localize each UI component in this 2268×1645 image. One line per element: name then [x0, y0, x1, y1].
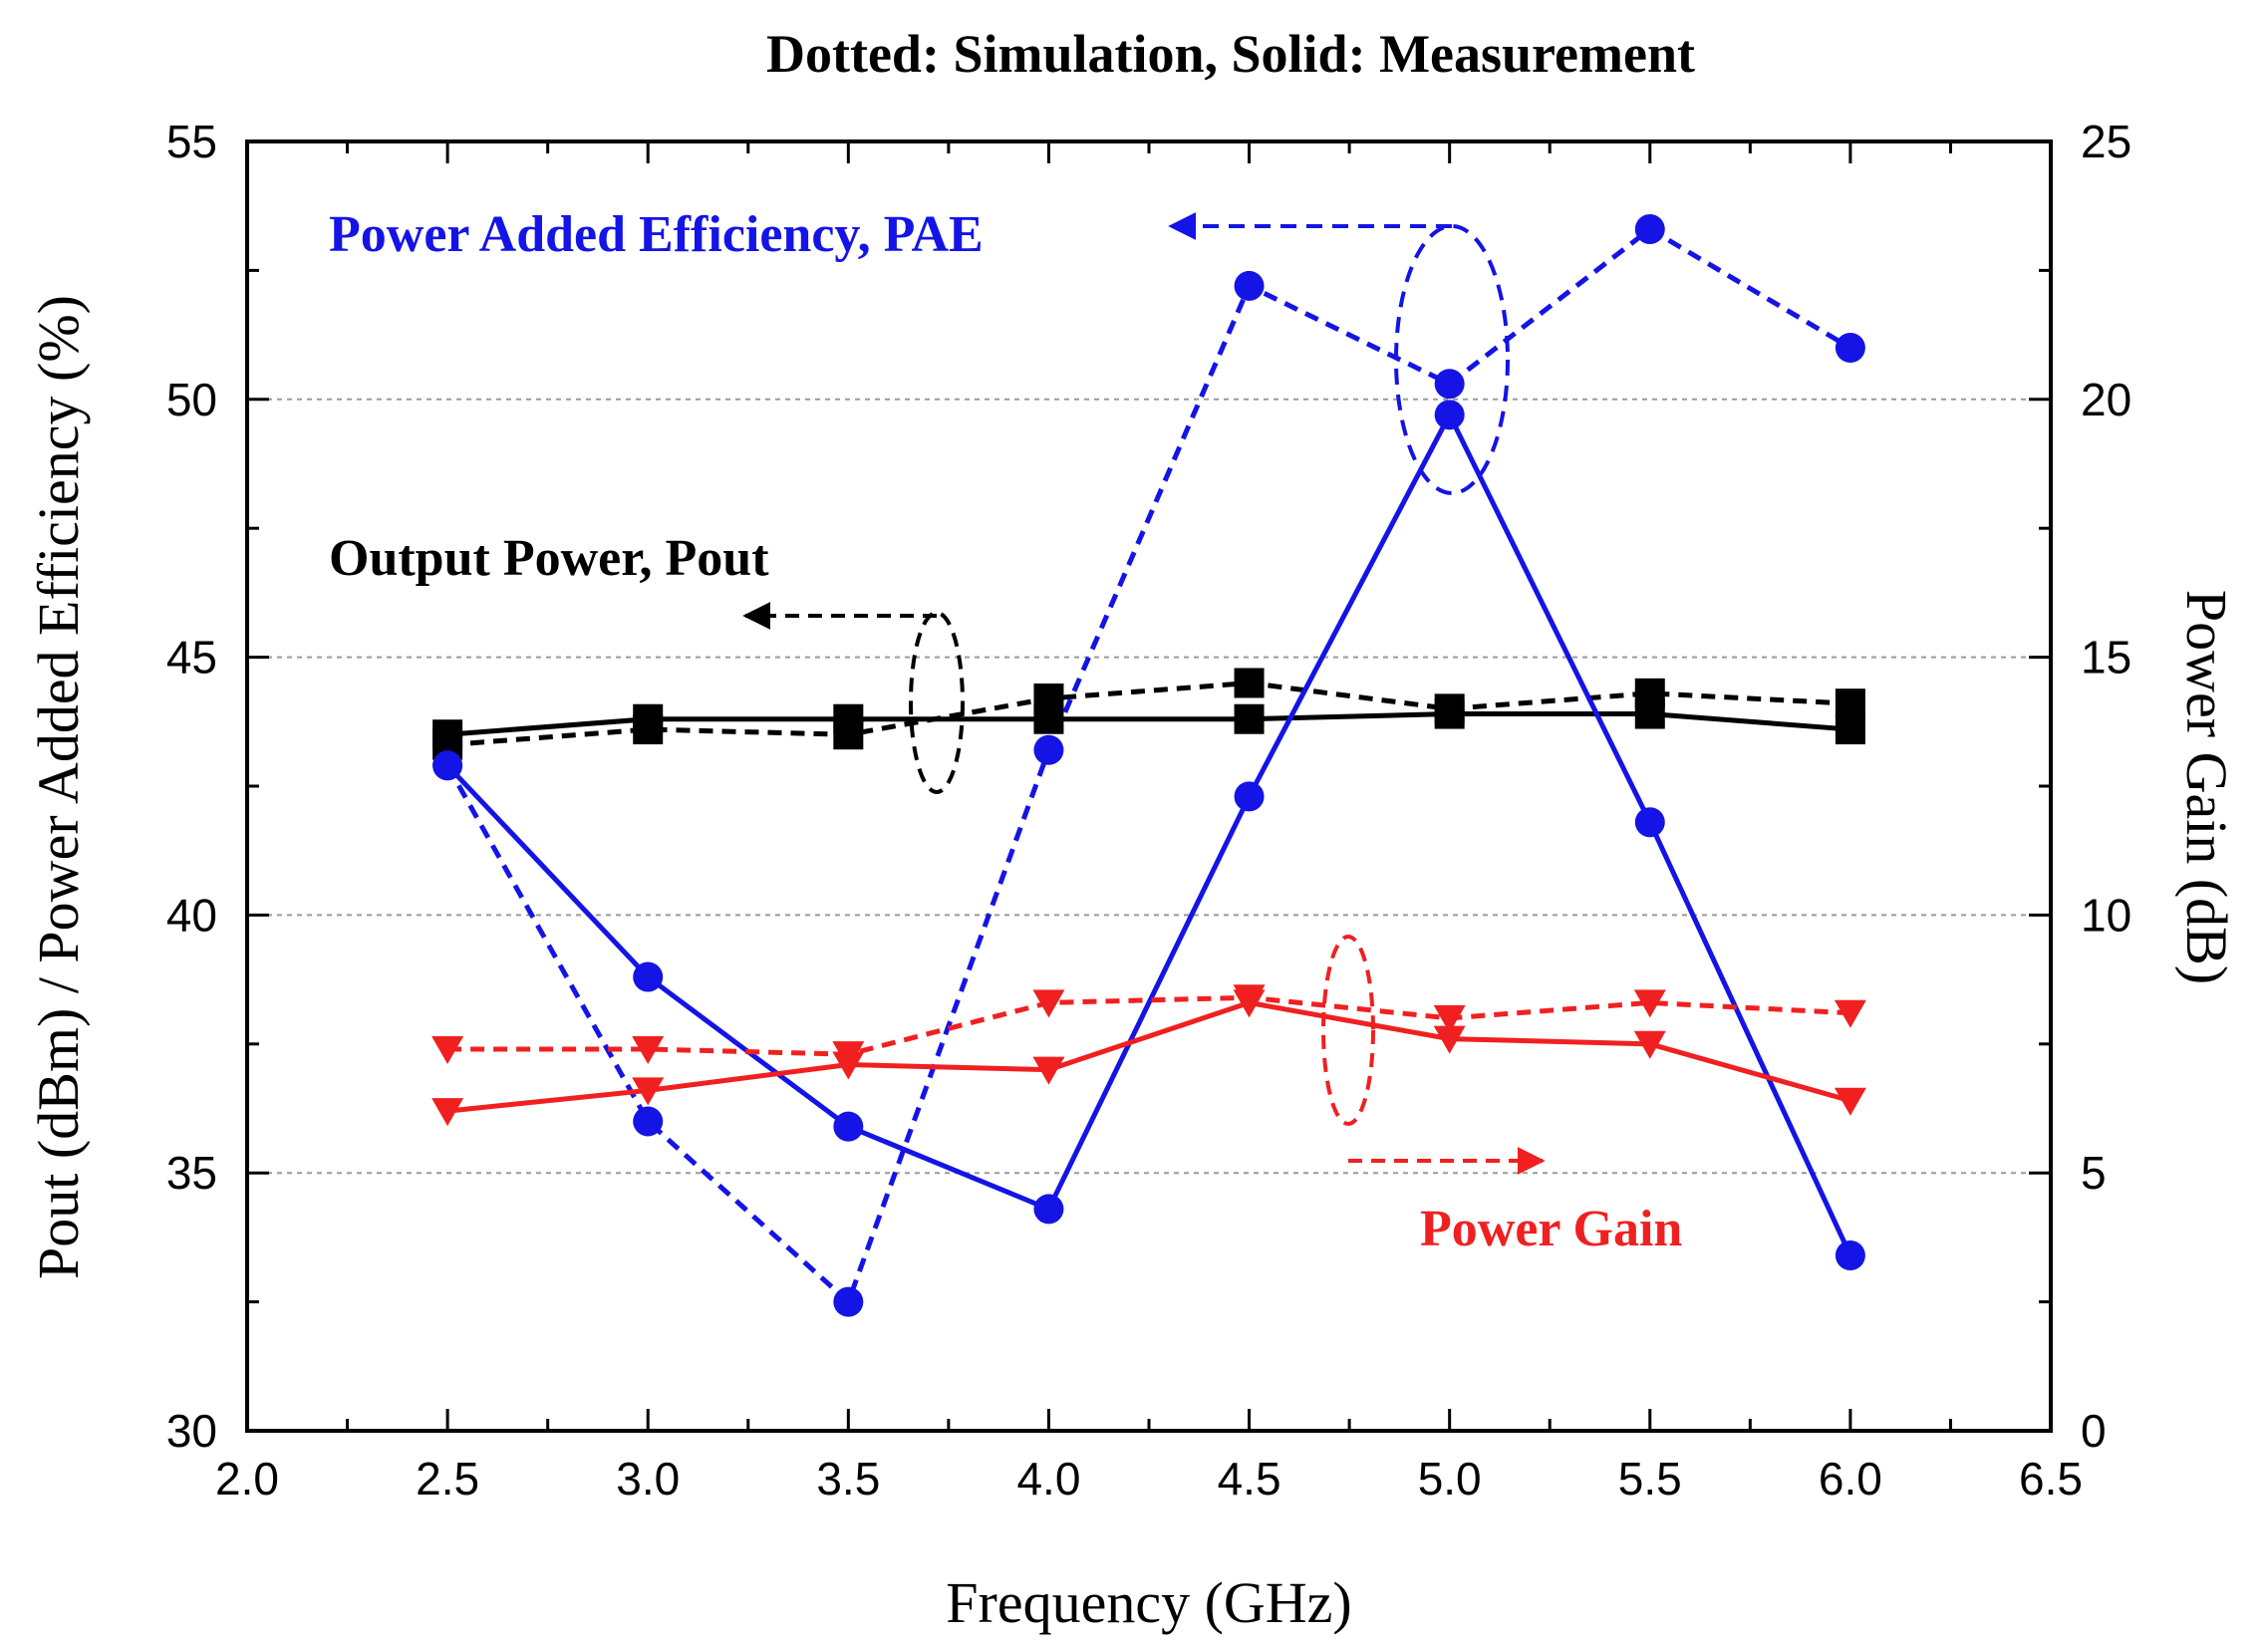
axis-tick-labels: 2.0 2.5 3.0 3.5 4.0 4.5 5.0 5.5 6.0 6.53035404550…: [166, 116, 2131, 1505]
pae-callout: [1168, 212, 1510, 495]
series-line-pout-simulation: [446, 680, 1851, 748]
series-line-pout-measurement: [446, 711, 1851, 737]
series-line-power-gain-simulation: [447, 994, 1851, 1057]
x-tick-label: 3.5: [816, 1453, 880, 1505]
point-pout-measurement: [1835, 714, 1865, 745]
gain-annotation: Power Gain: [1420, 1201, 1682, 1257]
point-pae-simulation: [1234, 270, 1265, 301]
x-tick-label: 6.0: [1819, 1453, 1882, 1505]
x-tick-label: 5.0: [1418, 1453, 1482, 1505]
x-tick-label: 6.5: [2019, 1453, 2083, 1505]
point-pout-measurement: [432, 719, 463, 750]
pout-annotation: Output Power, Pout: [329, 530, 769, 587]
pout-callout-ellipse: [909, 611, 965, 794]
point-power-gain-simulation: [1633, 989, 1666, 1018]
point-pae-measurement: [1634, 807, 1665, 838]
series-lines: [444, 226, 1853, 1305]
point-pae-simulation: [1835, 333, 1865, 364]
y2-tick-label: 10: [2081, 889, 2131, 941]
point-pae-simulation: [1033, 734, 1064, 765]
y2-tick-label: 25: [2081, 116, 2131, 167]
x-axis-label: Frequency (GHz): [946, 1570, 1351, 1635]
point-pae-measurement: [1234, 781, 1265, 812]
point-power-gain-measurement: [1233, 989, 1266, 1018]
point-power-gain-measurement: [1633, 1030, 1666, 1059]
point-pout-measurement: [1234, 703, 1265, 734]
point-power-gain-measurement: [1032, 1056, 1065, 1085]
point-pae-measurement: [1835, 1240, 1865, 1271]
point-power-gain-simulation: [1834, 999, 1866, 1028]
plot-frame: [245, 139, 2053, 1433]
point-pae-measurement: [1434, 400, 1465, 430]
point-pout-measurement: [1033, 703, 1064, 734]
point-pae-measurement: [1033, 1194, 1064, 1225]
y2-axis-label: Power Gain (dB): [2174, 590, 2239, 984]
point-pae-simulation: [1434, 369, 1465, 400]
point-power-gain-simulation: [632, 1035, 665, 1064]
gain-callout: [1321, 935, 1546, 1175]
series-line-pae-simulation: [444, 226, 1852, 1305]
y-tick-label: 50: [166, 374, 217, 425]
y-tick-label: 40: [166, 889, 217, 941]
point-pae-simulation: [1634, 213, 1665, 244]
y2-tick-label: 5: [2081, 1147, 2107, 1199]
point-power-gain-measurement: [431, 1098, 464, 1127]
point-pout-measurement: [833, 703, 864, 734]
x-tick-label: 5.5: [1618, 1453, 1682, 1505]
y-axis-label: Pout (dBm) / Power Added Efficiency (%): [26, 295, 91, 1279]
x-tick-label: 4.5: [1218, 1453, 1281, 1505]
axis-ticks: [245, 139, 2053, 1433]
point-power-gain-measurement: [1433, 1025, 1466, 1054]
y-tick-label: 55: [166, 116, 217, 167]
point-pae-measurement: [833, 1111, 864, 1142]
x-tick-label: 4.0: [1016, 1453, 1080, 1505]
x-tick-label: 2.5: [416, 1453, 479, 1505]
point-pae-simulation: [633, 1106, 664, 1137]
pout-callout: [742, 602, 965, 794]
point-power-gain-measurement: [1834, 1087, 1866, 1116]
point-pout-simulation: [1835, 688, 1865, 719]
point-pae-measurement: [633, 961, 664, 992]
grid-lines: [247, 398, 2051, 1175]
y-tick-label: 35: [166, 1147, 217, 1199]
gain-callout-ellipse: [1321, 935, 1375, 1126]
point-pae-simulation: [833, 1286, 864, 1317]
chart-title: Dotted: Simulation, Solid: Measurement: [766, 24, 1695, 84]
series-markers: [431, 213, 1866, 1317]
series-line-pae-measurement: [445, 411, 1853, 1257]
point-power-gain-simulation: [431, 1035, 464, 1064]
pae-callout-ellipse: [1394, 224, 1510, 495]
x-tick-label: 2.0: [215, 1453, 279, 1505]
x-tick-label: 3.0: [616, 1453, 680, 1505]
y2-tick-label: 20: [2081, 374, 2131, 425]
point-power-gain-measurement: [632, 1077, 665, 1106]
pae-annotation: Power Added Efficiency, PAE: [329, 206, 984, 263]
point-pae-measurement: [432, 750, 463, 781]
point-power-gain-simulation: [1032, 989, 1065, 1018]
point-pout-measurement: [1434, 698, 1465, 729]
series-line-power-gain-measurement: [446, 999, 1851, 1114]
y-tick-label: 30: [166, 1405, 217, 1457]
point-power-gain-measurement: [832, 1051, 865, 1080]
point-pout-measurement: [1634, 698, 1665, 729]
y-tick-label: 45: [166, 632, 217, 684]
y2-tick-label: 0: [2081, 1405, 2107, 1457]
point-pout-measurement: [633, 703, 664, 734]
point-pout-simulation: [1234, 668, 1265, 698]
point-power-gain-simulation: [1433, 1004, 1466, 1033]
y2-tick-label: 15: [2081, 632, 2131, 684]
